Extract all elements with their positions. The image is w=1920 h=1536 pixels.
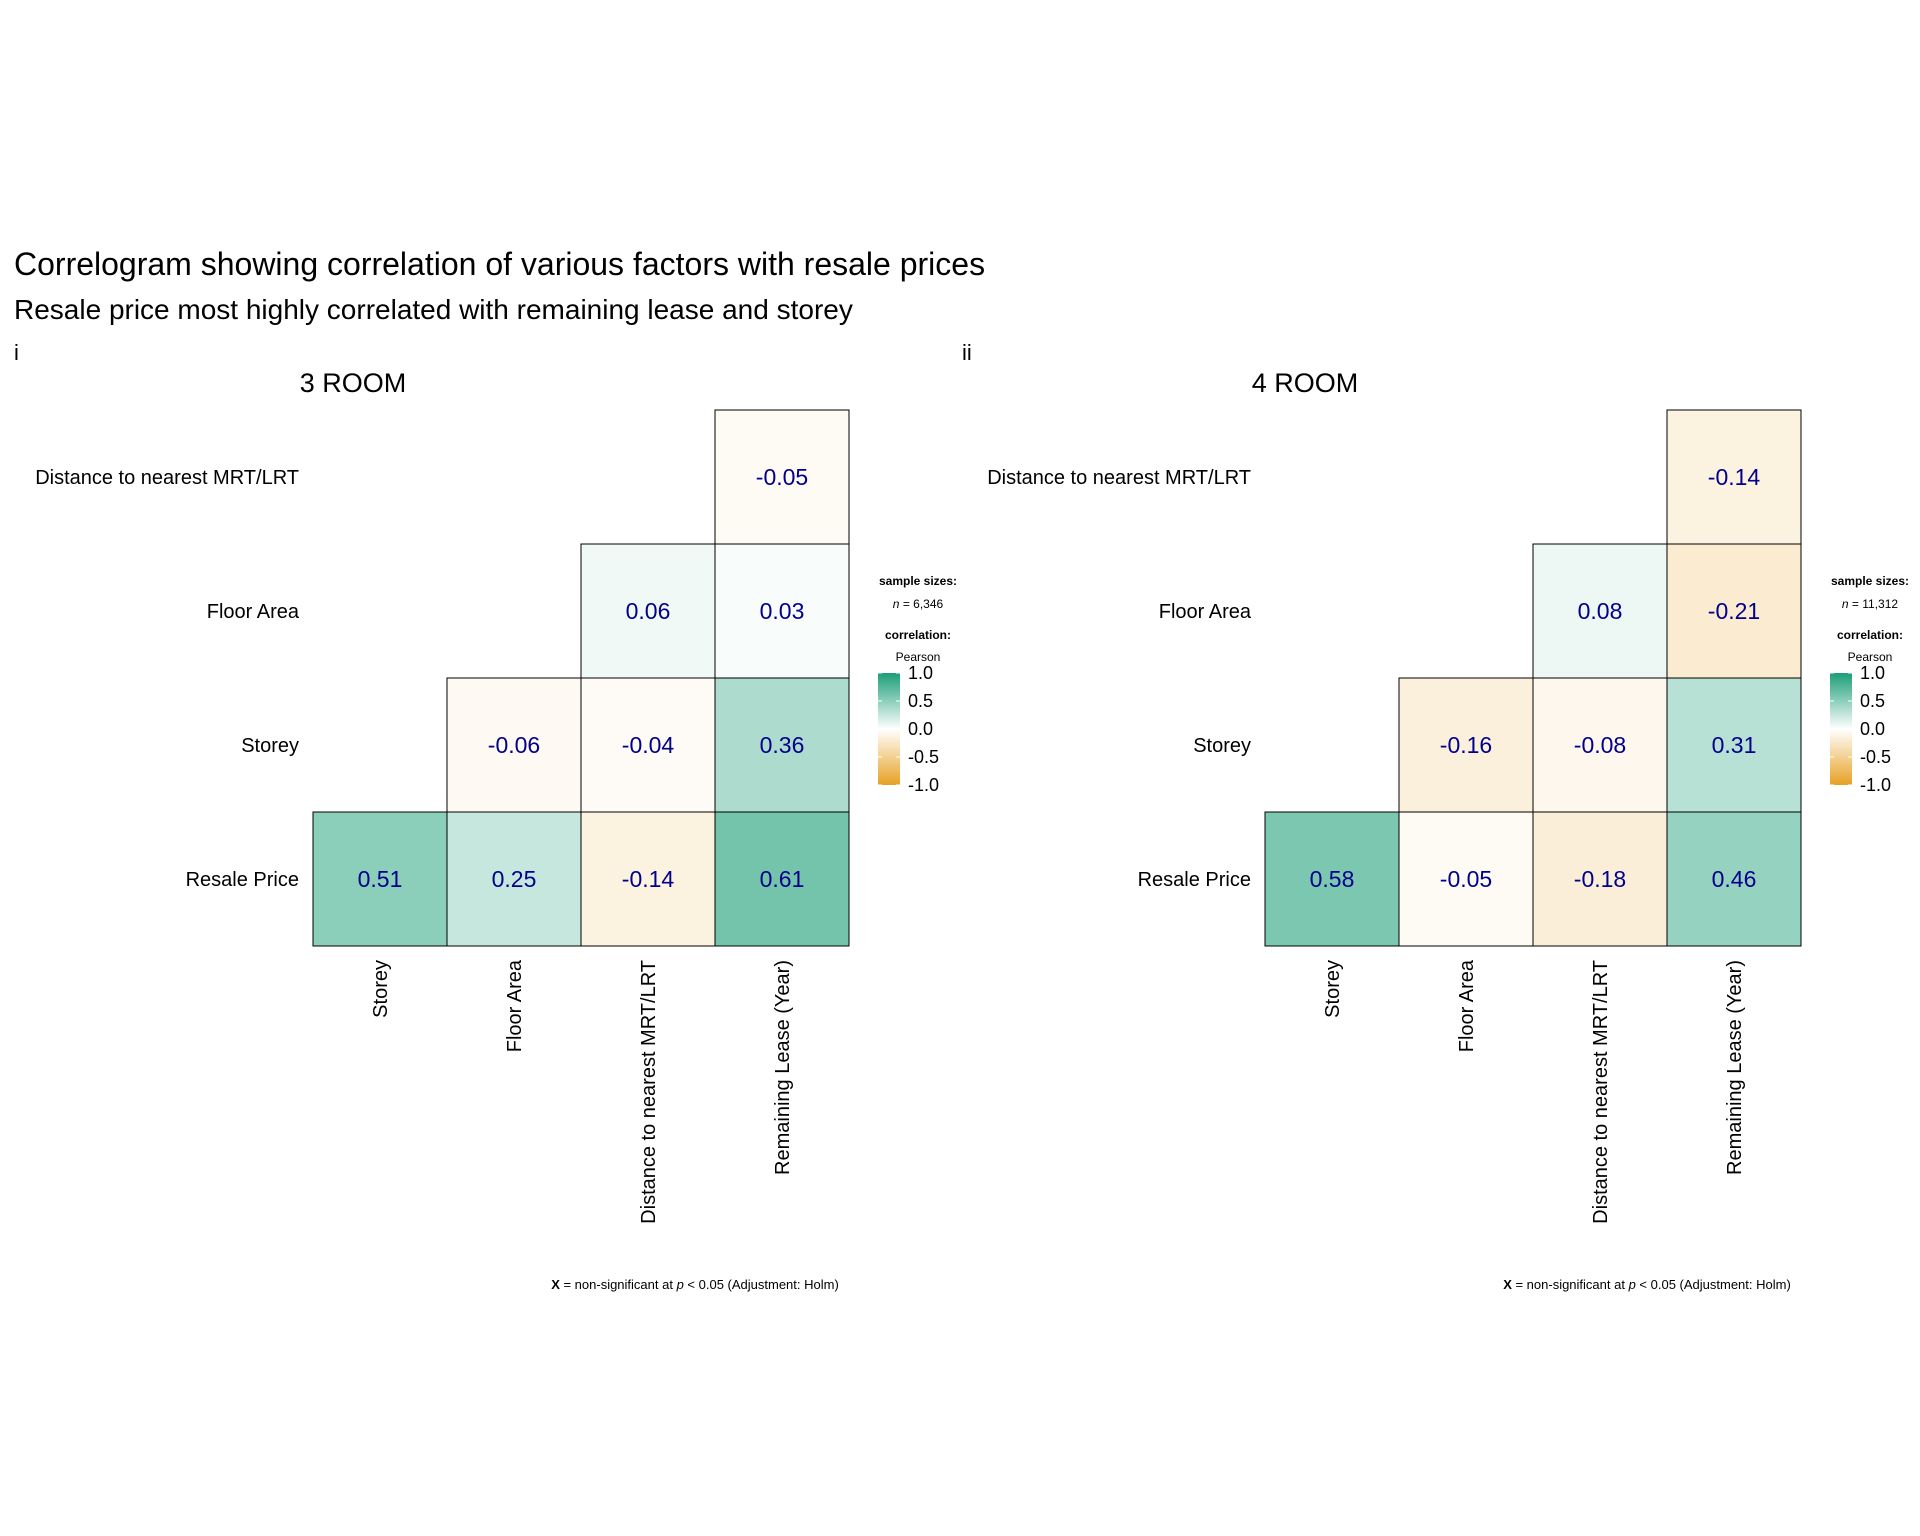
p0-cell-2-3 [714, 677, 850, 813]
p0-value-label-2-1: -0.06 [488, 732, 540, 758]
p1-cell-3-0 [1264, 811, 1400, 947]
column-label-floor-area: Floor Area [504, 959, 526, 1052]
p1-legend-method: Pearson [1848, 650, 1893, 664]
chart-title: Correlogram showing correlation of vario… [14, 246, 986, 282]
p1-legend-colorbar [1830, 673, 1852, 785]
p1-legend-sample-heading: sample sizes: [1831, 574, 1909, 588]
p1-legend-tick-label-0: 1.0 [1860, 663, 1885, 683]
p1-value-label-1-2: 0.08 [1578, 598, 1623, 624]
p1-value-label-2-3: 0.31 [1712, 732, 1757, 758]
column-label-storey: Storey [1322, 960, 1344, 1018]
p1-value-label-3-3: 0.46 [1712, 866, 1757, 892]
p0-cell-3-0 [312, 811, 448, 947]
p0-cell-3-3 [714, 811, 850, 947]
p1-legend-correlation-heading: correlation: [1837, 628, 1903, 642]
p0-value-label-0-3: -0.05 [756, 464, 808, 490]
p0-legend-tick-label-4: -1.0 [908, 775, 939, 795]
p0-value-label-3-2: -0.14 [622, 866, 675, 892]
column-label-floor-area: Floor Area [1456, 959, 1478, 1052]
p1-legend-tick-label-3: -0.5 [1860, 747, 1891, 767]
column-label-distance-to-nearest-mrt-lrt: Distance to nearest MRT/LRT [1590, 960, 1612, 1224]
panel-tag-4-room: ii [962, 340, 972, 365]
column-label-distance-to-nearest-mrt-lrt: Distance to nearest MRT/LRT [638, 960, 660, 1224]
chart-subtitle: Resale price most highly correlated with… [14, 294, 853, 325]
column-label-remaining-lease-year: Remaining Lease (Year) [1724, 960, 1746, 1175]
row-label-distance-to-nearest-mrt-lrt: Distance to nearest MRT/LRT [35, 467, 299, 489]
p0-legend-sample-heading: sample sizes: [879, 574, 957, 588]
column-label-storey: Storey [370, 960, 392, 1018]
p1-legend-tick-label-2: 0.0 [1860, 719, 1885, 739]
p0-legend-method: Pearson [896, 650, 941, 664]
p0-value-label-2-2: -0.04 [622, 732, 675, 758]
panel-title-4-room: 4 ROOM [1252, 368, 1359, 398]
p1-legend-sample-size: n = 11,312 [1842, 597, 1899, 611]
row-label-floor-area: Floor Area [207, 601, 300, 623]
p0-value-label-2-3: 0.36 [760, 732, 805, 758]
p1-cell-3-1 [1398, 811, 1534, 947]
p0-value-label-1-2: 0.06 [626, 598, 671, 624]
p1-value-label-2-1: -0.16 [1440, 732, 1492, 758]
p0-cell-3-1 [446, 811, 582, 947]
p1-value-label-2-2: -0.08 [1574, 732, 1626, 758]
p1-value-label-1-3: -0.21 [1708, 598, 1760, 624]
p1-value-label-3-1: -0.05 [1440, 866, 1492, 892]
row-label-floor-area: Floor Area [1159, 601, 1252, 623]
p0-value-label-3-1: 0.25 [492, 866, 537, 892]
row-label-distance-to-nearest-mrt-lrt: Distance to nearest MRT/LRT [987, 467, 1251, 489]
row-label-resale-price: Resale Price [1138, 869, 1251, 891]
p1-value-label-3-2: -0.18 [1574, 866, 1626, 892]
column-label-remaining-lease-year: Remaining Lease (Year) [772, 960, 794, 1175]
panel-title-3-room: 3 ROOM [300, 368, 407, 398]
p0-cell-2-2 [580, 677, 716, 813]
row-label-resale-price: Resale Price [186, 869, 299, 891]
p1-legend-tick-label-4: -1.0 [1860, 775, 1891, 795]
p0-legend-tick-label-3: -0.5 [908, 747, 939, 767]
p0-legend-colorbar [878, 673, 900, 785]
p1-legend-tick-label-1: 0.5 [1860, 691, 1885, 711]
p0-legend-correlation-heading: correlation: [885, 628, 951, 642]
p1-value-label-3-0: 0.58 [1310, 866, 1355, 892]
p1-cell-0-3 [1666, 409, 1802, 545]
p0-value-label-3-0: 0.51 [358, 866, 403, 892]
p1-cell-2-1 [1398, 677, 1534, 813]
p0-legend-tick-label-2: 0.0 [908, 719, 933, 739]
p0-cell-1-3 [714, 543, 850, 679]
p0-value-label-1-3: 0.03 [760, 598, 805, 624]
p0-legend-tick-label-0: 1.0 [908, 663, 933, 683]
p0-cell-1-2 [580, 543, 716, 679]
p1-cell-3-3 [1666, 811, 1802, 947]
p0-legend-sample-size: n = 6,346 [893, 597, 944, 611]
p0-cell-2-1 [446, 677, 582, 813]
row-label-storey: Storey [241, 735, 299, 757]
p1-cell-2-2 [1532, 677, 1668, 813]
p0-cell-0-3 [714, 409, 850, 545]
p0-legend-tick-label-1: 0.5 [908, 691, 933, 711]
p0-caption: X = non-significant at p < 0.05 (Adjustm… [551, 1277, 839, 1292]
p0-value-label-3-3: 0.61 [760, 866, 805, 892]
row-label-storey: Storey [1193, 735, 1251, 757]
panel-tag-3-room: i [14, 340, 19, 365]
p1-cell-3-2 [1532, 811, 1668, 947]
p1-caption: X = non-significant at p < 0.05 (Adjustm… [1503, 1277, 1791, 1292]
p1-value-label-0-3: -0.14 [1708, 464, 1761, 490]
